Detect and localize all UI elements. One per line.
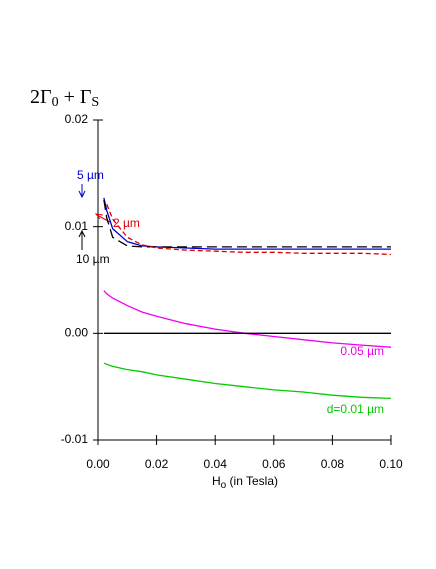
x-label-part: (in Tesla) [226,474,278,488]
title-part: 0 [52,95,59,110]
y-tick-label: -0.01 [61,432,89,446]
series-label: 10 µm [76,252,110,266]
x-label-part: o [221,480,227,491]
series-line [103,197,391,250]
arrow [78,229,86,250]
x-tick-label: 0.04 [204,457,228,471]
series-line [103,199,391,248]
chart-title: 2Γ0 + ΓS [30,86,99,111]
title-part: S [91,95,99,110]
series-line [103,362,392,400]
x-axis-label: Ho (in Tesla) [212,474,278,490]
x-tick-label: 0.02 [145,457,169,471]
x-tick-label: 0.08 [321,457,345,471]
y-tick-label: 0.02 [65,112,89,126]
series-line [103,290,392,348]
series-label: 2 µm [113,216,140,230]
x-tick-label: 0.06 [262,457,286,471]
x-tick-label: 0.10 [379,457,403,471]
title-part: + Γ [59,86,92,108]
title-part: 2Γ [30,86,52,108]
x-label-part: H [212,474,221,488]
series-label: 0.05 µm [340,344,384,358]
series-line [106,204,392,256]
arrows [78,184,111,250]
x-tick-label: 0.00 [86,457,110,471]
series-label: d=0.01 µm [327,402,384,416]
arrow [78,184,86,199]
y-tick-label: 0.01 [65,219,89,233]
y-tick-label: 0.00 [65,326,89,340]
series-label: 5 µm [77,168,104,182]
